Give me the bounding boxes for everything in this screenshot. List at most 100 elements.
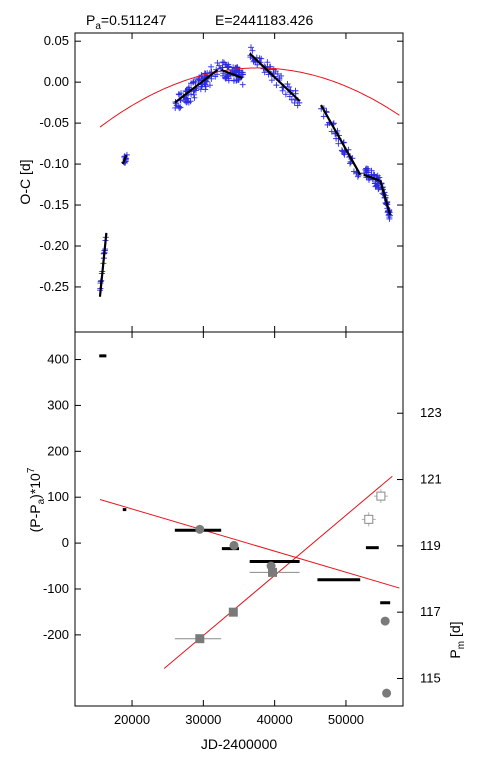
bottom-y-axis-title: (P-Pa)*107	[26, 467, 47, 532]
oc-point	[292, 87, 299, 94]
pm-open-square	[376, 491, 386, 501]
period-circle	[229, 540, 239, 550]
oc-point	[335, 140, 342, 147]
oc-point	[250, 58, 257, 65]
top-y-tick-label: -0.20	[39, 238, 69, 253]
oc-point	[221, 59, 228, 66]
oc-point	[177, 104, 184, 111]
linear-segment	[174, 68, 219, 104]
period-bars	[99, 354, 391, 605]
right-y-ticks: 123 121 119 117 115	[397, 405, 442, 685]
oc-point	[368, 167, 375, 174]
period-trend-line	[99, 499, 400, 589]
linear-segment	[98, 232, 108, 297]
bottom-panel: 400 300 200 100 0 -100 -200 123 121 119 117 115 20…	[43, 33, 442, 727]
oc-point	[185, 85, 192, 92]
pm-squares	[174, 489, 388, 644]
oc-point	[206, 82, 213, 89]
oc-point	[276, 75, 283, 82]
pm-square	[268, 567, 278, 577]
oc-points	[97, 44, 393, 294]
oc-point	[182, 87, 189, 94]
period-label: Pa=0.511247	[86, 12, 167, 32]
x-tick-label: 20000	[114, 712, 150, 727]
oc-point	[219, 59, 226, 66]
right-y-tick-label: 121	[420, 472, 442, 487]
oc-point	[291, 99, 298, 106]
linear-segment	[363, 173, 380, 182]
oc-point	[350, 168, 357, 175]
pm-square	[195, 634, 205, 644]
oc-point	[229, 67, 236, 74]
bottom-y-tick-label: 200	[47, 443, 69, 458]
oc-point	[249, 47, 256, 54]
oc-point	[212, 73, 219, 80]
bottom-y-ticks: 400 300 200 100 0 -100 -200	[43, 352, 81, 642]
linear-segment	[248, 52, 301, 102]
oc-point	[279, 87, 286, 94]
top-y-axis-title: O-C [d]	[17, 159, 33, 204]
top-y-tick-label: -0.10	[39, 156, 69, 171]
oc-point	[239, 81, 246, 88]
plot-frame	[74, 32, 404, 707]
linear-segment	[220, 68, 243, 80]
top-y-tick-label: 0.05	[44, 33, 69, 48]
oc-point	[258, 55, 265, 62]
right-y-tick-label: 115	[420, 670, 441, 685]
bottom-y-tick-label: -200	[43, 627, 69, 642]
oc-point	[339, 148, 346, 155]
oc-point	[214, 59, 221, 66]
oc-point	[190, 79, 197, 86]
period-circle	[382, 688, 392, 698]
pm-open-square	[364, 514, 374, 524]
oc-point	[223, 73, 230, 80]
oc-point	[294, 102, 301, 109]
oc-point	[225, 63, 232, 70]
oc-point	[247, 44, 254, 51]
oc-point	[184, 98, 191, 105]
x-axis-title: JD-2400000	[201, 736, 277, 752]
top-y-tick-label: -0.25	[39, 279, 69, 294]
oc-point	[288, 96, 295, 103]
bottom-y-tick-label: 0	[62, 535, 69, 550]
top-y-tick-label: 0.00	[44, 74, 69, 89]
oc-point	[284, 81, 291, 88]
oc-point	[219, 72, 226, 79]
oc-point	[173, 102, 180, 109]
oc-point	[274, 71, 281, 78]
oc-point	[225, 72, 232, 79]
right-y-tick-label: 119	[420, 538, 441, 553]
oc-point	[371, 180, 378, 187]
oc-point	[266, 63, 273, 70]
parabola-fit	[99, 67, 400, 128]
oc-point	[233, 77, 240, 84]
oc-point	[268, 77, 275, 84]
bottom-y-tick-label: 300	[47, 397, 69, 412]
oc-point	[234, 66, 241, 73]
top-y-tick-label: -0.15	[39, 197, 69, 212]
period-circles	[195, 524, 392, 698]
bottom-y-tick-label: 100	[47, 489, 69, 504]
oc-point	[191, 94, 198, 101]
right-y-tick-label: 123	[420, 405, 442, 420]
oc-point	[328, 128, 335, 135]
bottom-y-tick-label: -100	[43, 581, 69, 596]
linear-segments	[98, 52, 392, 297]
epoch-label: E=2441183.426	[215, 12, 313, 28]
oc-point	[176, 105, 183, 112]
x-tick-label: 50000	[328, 712, 364, 727]
oc-point	[176, 91, 183, 98]
oc-point	[225, 77, 232, 84]
oc-point	[261, 69, 268, 76]
oc-point	[347, 160, 354, 167]
oc-point	[320, 113, 327, 120]
linear-segment	[121, 154, 128, 165]
oc-point	[273, 82, 280, 89]
right-y-tick-label: 117	[420, 604, 441, 619]
oc-point	[208, 75, 215, 82]
top-y-ticks: 0.05 0.00 -0.05 -0.10 -0.15 -0.20 -0.25	[39, 33, 403, 294]
pm-square	[228, 607, 238, 617]
x-tick-label: 40000	[257, 712, 293, 727]
top-panel: 0.05 0.00 -0.05 -0.10 -0.15 -0.20 -0.25	[39, 33, 403, 297]
